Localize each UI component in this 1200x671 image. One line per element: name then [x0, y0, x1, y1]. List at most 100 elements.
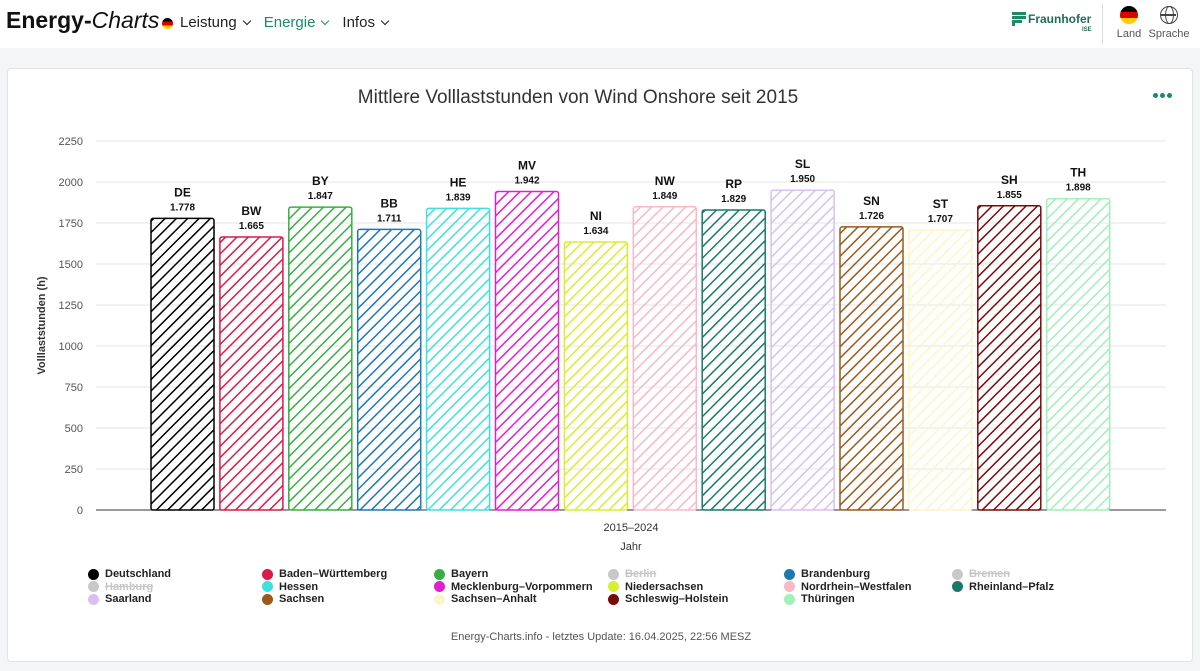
nav-infos-label: Infos — [342, 14, 375, 31]
bar-abbr-label: DE — [174, 185, 191, 199]
nav-infos[interactable]: Infos — [342, 14, 390, 31]
globe-icon — [1160, 6, 1178, 24]
legend-item[interactable]: Deutschland — [88, 568, 171, 580]
legend-dot-icon — [784, 568, 795, 580]
bar-rp[interactable] — [701, 209, 766, 511]
legend-dot-icon — [952, 581, 963, 592]
legend-label: Thüringen — [801, 593, 855, 605]
nav-energie[interactable]: Energie — [263, 14, 330, 31]
y-tick-label: 0 — [77, 505, 83, 517]
legend-dot-icon — [608, 593, 619, 605]
legend-item[interactable]: Niedersachsen — [608, 581, 703, 593]
legend-dot-icon — [608, 581, 619, 592]
legend-label: Bayern — [451, 568, 489, 580]
legend-item[interactable]: Sachsen — [262, 593, 324, 605]
bar-abbr-label: NI — [590, 209, 602, 223]
y-tick-label: 1500 — [59, 259, 83, 271]
bar-value-label: 1.707 — [928, 214, 953, 225]
bar-sh[interactable] — [977, 205, 1042, 511]
nav-energie-label: Energie — [263, 14, 316, 31]
legend-dot-icon — [88, 593, 99, 605]
bar-abbr-label: BB — [381, 196, 399, 210]
legend-dot-icon — [434, 568, 445, 580]
legend-item[interactable]: Saarland — [88, 593, 151, 605]
bar-st[interactable] — [908, 229, 973, 511]
legend-item[interactable]: Rheinland–Pfalz — [952, 581, 1054, 593]
bar-abbr-label: SL — [795, 157, 810, 171]
legend-label: Bremen — [969, 568, 1010, 580]
legend-dot-icon — [262, 581, 273, 592]
y-tick-label: 500 — [65, 423, 83, 435]
legend-item[interactable]: Baden–Württemberg — [262, 568, 387, 580]
legend-label: Deutschland — [105, 568, 172, 580]
country-button[interactable]: Land — [1105, 6, 1153, 40]
chevron-down-icon — [321, 16, 330, 26]
legend-item[interactable]: Berlin — [608, 568, 656, 580]
bar-nw[interactable] — [632, 206, 698, 511]
legend-dot-icon — [784, 581, 795, 592]
fraunhofer-sub: ISE — [1082, 27, 1092, 33]
legend-label: Brandenburg — [801, 568, 871, 580]
legend-dot-icon — [608, 568, 619, 580]
y-tick-label: 1000 — [59, 341, 83, 353]
legend-item[interactable]: Brandenburg — [784, 568, 870, 580]
bar-abbr-label: BY — [312, 174, 329, 188]
more-options-icon[interactable] — [1153, 93, 1172, 98]
fraunhofer-logo[interactable]: Fraunhofer ISE — [1012, 12, 1092, 38]
legend-item[interactable]: Bremen — [952, 568, 1010, 580]
bar-value-label: 1.829 — [721, 194, 746, 205]
legend-item[interactable]: Sachsen–Anhalt — [434, 593, 537, 605]
legend-item[interactable]: Bayern — [434, 568, 488, 580]
bar-abbr-label: NW — [655, 174, 676, 188]
logo-bold: Energy- — [6, 7, 92, 33]
energy-charts-logo[interactable]: Energy-Charts — [6, 7, 174, 34]
legend-item[interactable]: Nordrhein–Westfalen — [784, 581, 911, 593]
y-tick-label: 2000 — [59, 177, 83, 189]
bar-value-label: 1.778 — [170, 202, 195, 213]
nav-leistung[interactable]: Leistung — [180, 14, 251, 31]
bar-sn[interactable] — [839, 226, 904, 511]
bar-th[interactable] — [1045, 197, 1111, 511]
fraunhofer-mark-icon — [1012, 12, 1026, 26]
bar-ni[interactable] — [563, 241, 629, 511]
x-tick-label: 2015–2024 — [603, 522, 658, 534]
bar-mv[interactable] — [494, 190, 560, 511]
chart-card: Mittlere Volllaststunden von Wind Onshor… — [7, 68, 1193, 662]
legend-dot-icon — [262, 593, 273, 605]
legend-label: Rheinland–Pfalz — [969, 580, 1054, 593]
y-tick-label: 750 — [65, 382, 83, 394]
legend-label: Mecklenburg–Vorpommern — [451, 580, 593, 593]
bar-bb[interactable] — [356, 228, 422, 511]
y-tick-label: 250 — [65, 464, 83, 476]
legend-item[interactable]: Hessen — [262, 581, 318, 593]
legend-dot-icon — [88, 581, 99, 592]
bar-bw[interactable] — [219, 236, 284, 511]
legend-label: Sachsen–Anhalt — [451, 593, 537, 605]
y-tick-label: 1750 — [59, 218, 83, 230]
language-button[interactable]: Sprache — [1145, 6, 1193, 40]
chart-title: Mittlere Volllaststunden von Wind Onshor… — [357, 87, 799, 108]
bar-by[interactable] — [288, 206, 353, 511]
legend-label: Sachsen — [279, 593, 325, 605]
bar-abbr-label: ST — [933, 197, 949, 211]
bar-value-label: 1.847 — [308, 191, 333, 202]
bar-de[interactable] — [150, 217, 215, 511]
country-label: Land — [1116, 28, 1142, 40]
bar-chart: 0 250 500 750 1000 1250 1500 1750 2000 2250 DE 1.7… — [36, 136, 1166, 553]
legend-item[interactable]: Hamburg — [88, 581, 153, 593]
legend-dot-icon — [88, 568, 99, 580]
legend-label: Saarland — [105, 593, 152, 605]
bar-value-label: 1.665 — [239, 221, 264, 232]
bar-sl[interactable] — [770, 189, 835, 511]
bar-value-label: 1.711 — [377, 213, 402, 224]
legend-label: Berlin — [625, 568, 657, 580]
legend-item[interactable]: Thüringen — [784, 593, 855, 605]
legend-item[interactable]: Mecklenburg–Vorpommern — [434, 581, 593, 593]
legend-dot-icon — [784, 593, 795, 605]
german-flag-icon — [1120, 6, 1138, 24]
fraunhofer-text: Fraunhofer — [1028, 12, 1092, 26]
bar-he[interactable] — [425, 207, 491, 511]
legend-dot-icon — [434, 581, 445, 592]
bar-value-label: 1.898 — [1066, 183, 1091, 194]
legend-item[interactable]: Schleswig–Holstein — [608, 593, 728, 605]
